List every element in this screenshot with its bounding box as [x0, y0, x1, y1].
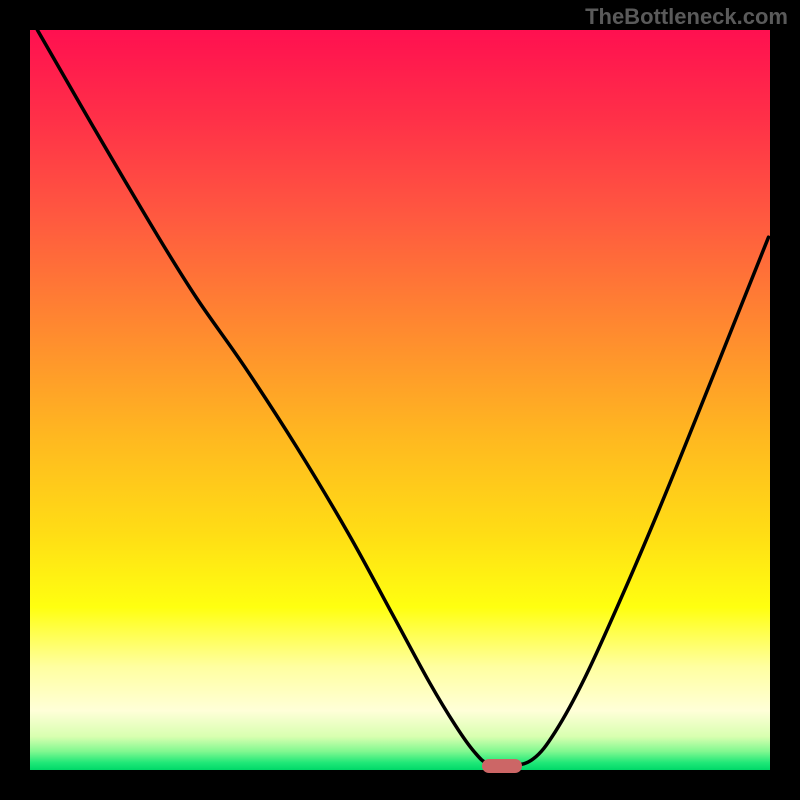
plot-area	[30, 30, 770, 770]
watermark-text: TheBottleneck.com	[585, 4, 788, 30]
bottleneck-curve	[30, 30, 770, 770]
optimal-marker	[482, 759, 522, 773]
